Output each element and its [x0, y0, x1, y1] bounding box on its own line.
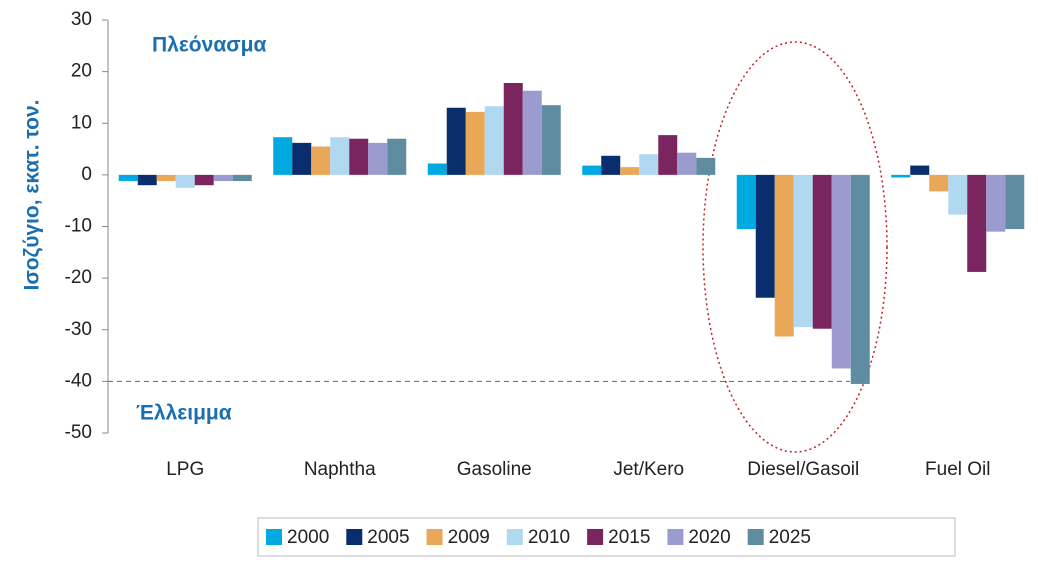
bar [793, 174, 813, 328]
bar [465, 111, 485, 175]
bar [929, 174, 949, 192]
bar [503, 82, 523, 175]
bar [831, 174, 851, 369]
bar [967, 174, 987, 272]
x-tick-label: Fuel Oil [925, 459, 990, 480]
bar [387, 138, 407, 175]
bar [620, 167, 640, 175]
bar [910, 165, 930, 175]
highlight-ellipse [702, 41, 888, 453]
bar [696, 157, 716, 175]
x-tick-label: Naphtha [304, 459, 376, 480]
bar [774, 174, 794, 337]
legend-label: 2025 [769, 527, 811, 548]
y-axis-label: Ισοζύγιο, εκατ. τον. [21, 100, 44, 291]
bar [273, 137, 293, 175]
bar [427, 163, 447, 175]
legend-swatch [426, 529, 443, 545]
legend-swatch [667, 529, 684, 545]
bar [232, 174, 252, 182]
bar [948, 174, 968, 215]
bar [292, 142, 312, 175]
y-tick-label: 10 [71, 112, 92, 133]
y-tick-label: 20 [71, 61, 92, 82]
bar [368, 142, 388, 175]
bar [601, 155, 621, 175]
bar [522, 90, 542, 175]
bar [175, 174, 195, 188]
y-tick-label: -40 [65, 370, 92, 391]
bar [541, 105, 561, 175]
legend-label: 2015 [608, 527, 650, 548]
legend-label: 2000 [287, 527, 329, 548]
legend-box [257, 517, 956, 557]
legend-swatch [506, 529, 523, 545]
bar [582, 165, 602, 175]
legend-label: 2010 [528, 527, 570, 548]
y-tick-label: -50 [65, 422, 92, 443]
bar [736, 174, 756, 230]
bar [658, 135, 678, 175]
x-tick-label: Jet/Kero [613, 459, 684, 480]
bar [891, 174, 911, 178]
annotation: Έλλειμμα [136, 402, 232, 425]
bar [677, 152, 697, 175]
bar [755, 174, 775, 298]
bar [118, 174, 138, 182]
legend-swatch [266, 529, 282, 545]
bar [484, 106, 504, 175]
bar [850, 174, 870, 384]
legend-label: 2020 [688, 527, 730, 548]
legend-label: 2009 [448, 527, 490, 548]
legend-swatch [587, 529, 604, 545]
legend-swatch [346, 529, 363, 545]
bar [156, 174, 176, 182]
bar [213, 174, 233, 182]
x-tick-label: LPG [166, 459, 204, 480]
y-tick-label: 0 [81, 164, 92, 185]
bar [349, 138, 369, 175]
legend-swatch [747, 529, 764, 545]
x-tick-label: Gasoline [457, 459, 532, 480]
x-tick-label: Diesel/Gasoil [747, 459, 859, 480]
bar [812, 174, 832, 329]
bar [330, 137, 350, 175]
bar [194, 174, 214, 186]
bar [639, 154, 659, 175]
bar [446, 107, 466, 175]
y-tick-label: -20 [65, 267, 92, 288]
legend-label: 2005 [367, 527, 409, 548]
y-tick-label: 30 [71, 9, 92, 30]
bar [137, 174, 157, 186]
bar [1005, 174, 1025, 230]
bar [986, 174, 1006, 232]
y-tick-label: -30 [65, 319, 92, 340]
y-tick-label: -10 [65, 216, 92, 237]
bar [311, 146, 331, 175]
annotation: Πλεόνασμα [152, 34, 266, 57]
